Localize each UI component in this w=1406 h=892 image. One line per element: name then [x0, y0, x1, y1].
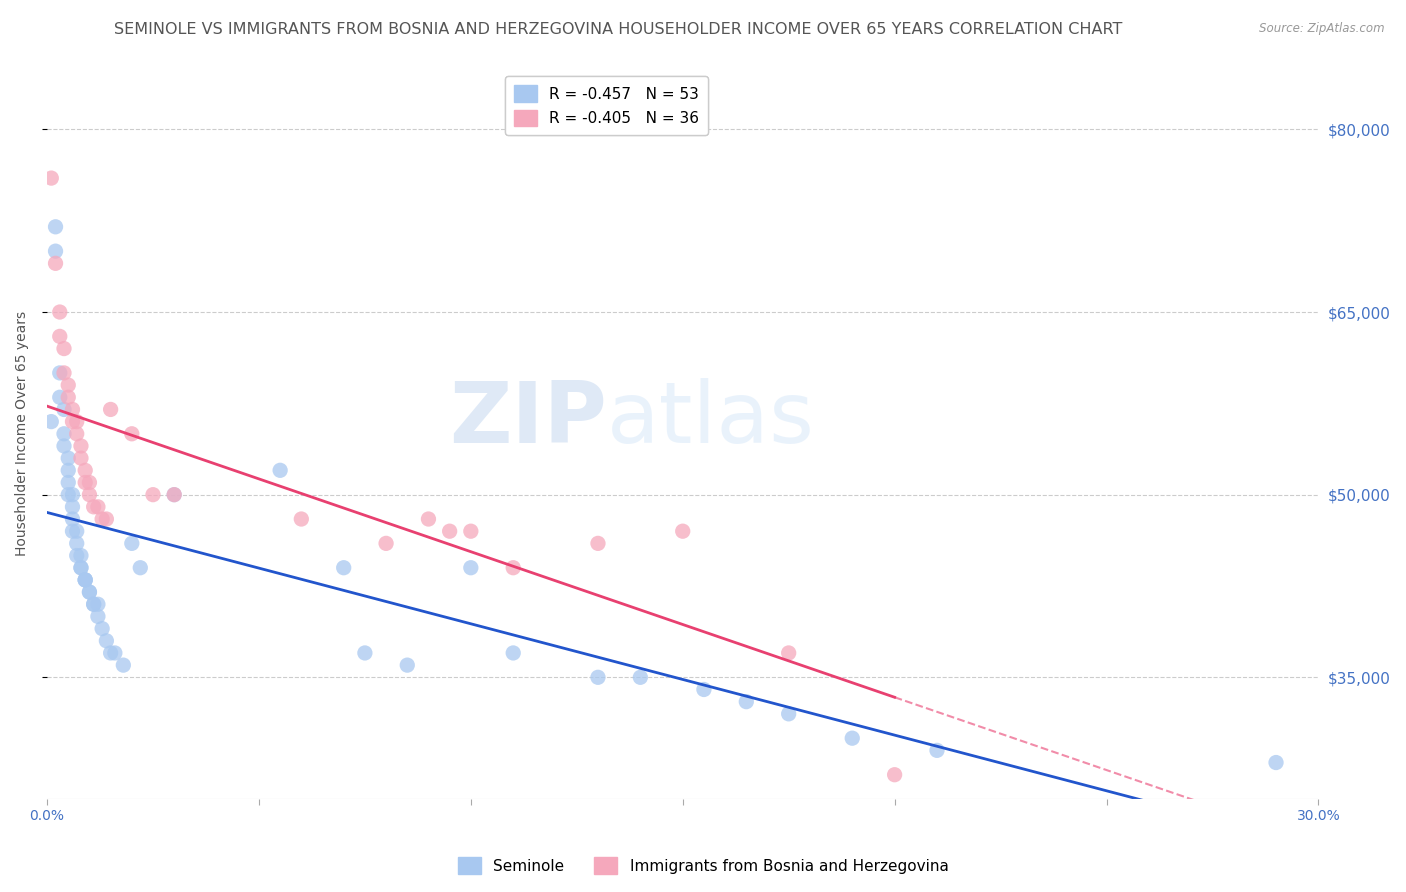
Text: atlas: atlas — [606, 377, 814, 460]
Point — [83, 597, 105, 611]
Point — [121, 536, 143, 550]
Text: ZIP: ZIP — [449, 377, 606, 460]
Point — [49, 329, 72, 343]
Point — [70, 439, 93, 453]
Text: SEMINOLE VS IMMIGRANTS FROM BOSNIA AND HERZEGOVINA HOUSEHOLDER INCOME OVER 65 YE: SEMINOLE VS IMMIGRANTS FROM BOSNIA AND H… — [114, 22, 1123, 37]
Point — [375, 536, 398, 550]
Point — [672, 524, 695, 539]
Point — [66, 524, 89, 539]
Point — [586, 670, 609, 684]
Text: Source: ZipAtlas.com: Source: ZipAtlas.com — [1260, 22, 1385, 36]
Point — [75, 463, 97, 477]
Point — [79, 488, 101, 502]
Point — [70, 560, 93, 574]
Point — [44, 219, 66, 234]
Point — [49, 366, 72, 380]
Point — [129, 560, 152, 574]
Point — [91, 622, 114, 636]
Point — [44, 256, 66, 270]
Point — [79, 585, 101, 599]
Point — [39, 171, 62, 186]
Point — [883, 768, 905, 782]
Legend: Seminole, Immigrants from Bosnia and Herzegovina: Seminole, Immigrants from Bosnia and Her… — [451, 851, 955, 880]
Point — [70, 451, 93, 466]
Point — [628, 670, 651, 684]
Point — [87, 609, 110, 624]
Point — [53, 426, 76, 441]
Point — [62, 512, 84, 526]
Point — [1265, 756, 1288, 770]
Point — [290, 512, 312, 526]
Point — [39, 415, 62, 429]
Point — [62, 500, 84, 514]
Point — [53, 366, 76, 380]
Point — [100, 646, 122, 660]
Point — [841, 731, 863, 746]
Point — [735, 695, 758, 709]
Point — [96, 633, 118, 648]
Point — [87, 500, 110, 514]
Point — [586, 536, 609, 550]
Point — [49, 390, 72, 404]
Point — [75, 573, 97, 587]
Point — [44, 244, 66, 259]
Point — [75, 573, 97, 587]
Point — [502, 646, 524, 660]
Point — [53, 439, 76, 453]
Point — [693, 682, 716, 697]
Point — [91, 512, 114, 526]
Point — [70, 560, 93, 574]
Point — [83, 597, 105, 611]
Point — [79, 475, 101, 490]
Point — [460, 560, 482, 574]
Point — [502, 560, 524, 574]
Y-axis label: Householder Income Over 65 years: Householder Income Over 65 years — [15, 311, 30, 557]
Point — [83, 500, 105, 514]
Point — [62, 402, 84, 417]
Point — [66, 426, 89, 441]
Point — [96, 512, 118, 526]
Point — [121, 426, 143, 441]
Point — [439, 524, 461, 539]
Point — [58, 378, 80, 392]
Point — [58, 488, 80, 502]
Point — [269, 463, 291, 477]
Point — [62, 488, 84, 502]
Point — [163, 488, 186, 502]
Point — [79, 585, 101, 599]
Point — [100, 402, 122, 417]
Point — [58, 390, 80, 404]
Point — [460, 524, 482, 539]
Point — [75, 475, 97, 490]
Point — [62, 415, 84, 429]
Point — [66, 549, 89, 563]
Point — [87, 597, 110, 611]
Point — [396, 658, 419, 673]
Point — [58, 463, 80, 477]
Point — [66, 536, 89, 550]
Point — [49, 305, 72, 319]
Point — [53, 342, 76, 356]
Point — [778, 706, 800, 721]
Point — [70, 549, 93, 563]
Point — [163, 488, 186, 502]
Point — [418, 512, 440, 526]
Point — [112, 658, 135, 673]
Point — [58, 451, 80, 466]
Point — [62, 524, 84, 539]
Point — [925, 743, 948, 757]
Point — [104, 646, 127, 660]
Point — [66, 415, 89, 429]
Point — [53, 402, 76, 417]
Point — [75, 573, 97, 587]
Point — [354, 646, 377, 660]
Point — [332, 560, 354, 574]
Legend: R = -0.457   N = 53, R = -0.405   N = 36: R = -0.457 N = 53, R = -0.405 N = 36 — [505, 76, 709, 136]
Point — [778, 646, 800, 660]
Point — [58, 475, 80, 490]
Point — [142, 488, 165, 502]
